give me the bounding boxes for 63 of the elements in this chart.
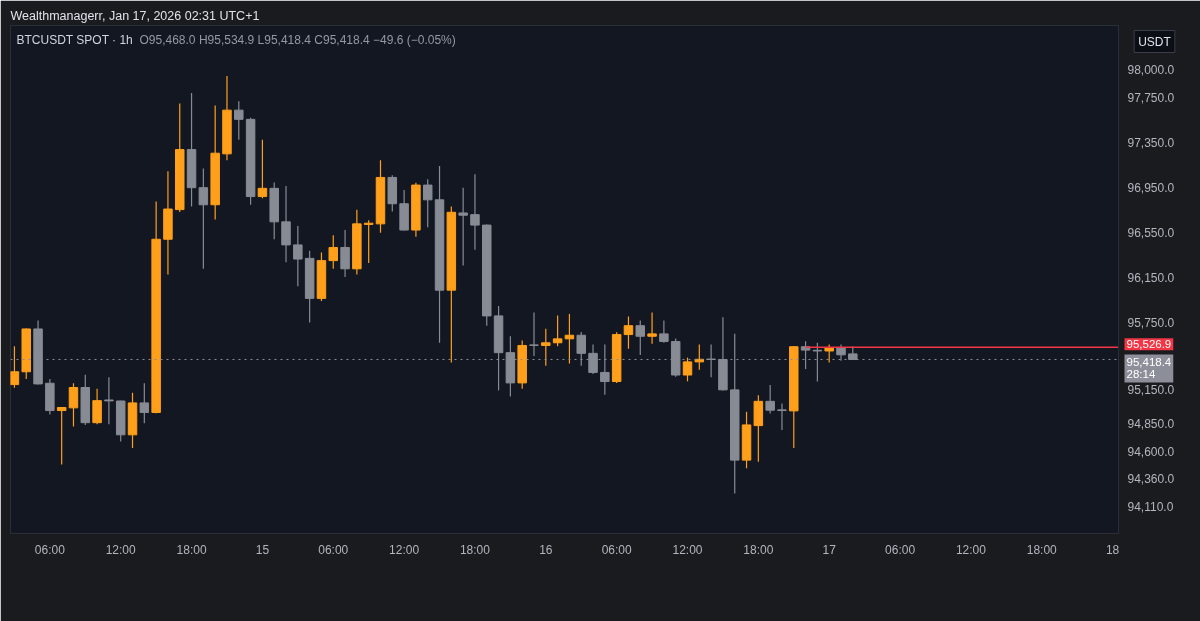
candlestick (529, 311, 539, 357)
data-label: 95,526.9 (1126, 338, 1172, 351)
x-tick-label: 12:00 (955, 542, 987, 557)
candlestick (68, 382, 79, 428)
candlestick (541, 328, 551, 367)
x-tick-label: 12:00 (105, 542, 137, 557)
y-tick-label: 94,360.0 (1127, 471, 1175, 486)
candlestick (92, 388, 102, 425)
candlestick (328, 234, 339, 270)
candlestick (647, 311, 657, 345)
x-tick-label: 12:00 (389, 542, 420, 557)
x-tick-label: 06:00 (34, 542, 66, 557)
candlestick (623, 315, 634, 350)
candlestick (694, 343, 705, 371)
x-tick-label: 17 (822, 542, 837, 557)
y-tick-label: 94,850.0 (1127, 416, 1175, 431)
x-tick-label: 15 (255, 542, 270, 557)
candlestick (56, 406, 67, 465)
candlestick (682, 357, 693, 382)
text: BTCUSDT SPOT · 1h (16, 32, 133, 47)
candlestick (422, 178, 433, 228)
x-tick-label: 06:00 (601, 542, 632, 557)
candlestick (293, 225, 303, 287)
y-tick-label: 96,150.0 (1127, 270, 1175, 285)
candlestick (104, 376, 114, 425)
y-tick-label: 96,950.0 (1127, 180, 1175, 195)
candlestick (470, 173, 480, 251)
x-tick-label: 12:00 (672, 542, 703, 557)
x-tick-label: 18:00 (176, 542, 207, 557)
candlestick (198, 167, 209, 270)
candlestick (281, 185, 291, 263)
candlestick (824, 343, 834, 364)
x-tick-label: 18:00 (459, 542, 491, 557)
x-tick-label: 16 (539, 542, 553, 557)
y-tick-label: 94,110.0 (1127, 500, 1174, 515)
candlestick (234, 100, 244, 141)
candlestick (10, 345, 20, 389)
y-tick-label: 96,550.0 (1127, 225, 1175, 240)
y-tick-label: 94,600.0 (1127, 444, 1175, 459)
candlestick (340, 229, 350, 278)
candlestick (659, 319, 669, 344)
candlestick (257, 139, 268, 199)
x-tick-label: 18:00 (743, 542, 774, 557)
x-tick-label: 18 (1105, 542, 1120, 557)
x-tick-label: 18:00 (1026, 542, 1058, 557)
text: Wealthmanagerr, Jan 17, 2026 02:31 UTC+1 (10, 8, 260, 23)
y-tick-label: 98,000.0 (1127, 62, 1175, 77)
ref-line-label: 95,418.4 28:14 (1126, 356, 1172, 381)
y-axis-title: USDT (1138, 34, 1172, 49)
candlestick (552, 314, 563, 347)
candlestick (458, 187, 468, 267)
candlestick (777, 402, 787, 431)
y-tick-label: 95,150.0 (1127, 383, 1175, 398)
x-tick-label: 06:00 (885, 542, 916, 557)
candlestick (139, 382, 150, 424)
candlestick (363, 219, 374, 264)
y-tick-label: 97,350.0 (1127, 135, 1175, 150)
x-tick-label: 06:00 (318, 542, 349, 557)
text: O95,468.0 H95,534.9 L95,418.4 C95,418.4 −49.6 (−0.05%) (139, 32, 456, 47)
candlestick (635, 319, 646, 356)
y-tick-label: 95,750.0 (1127, 315, 1175, 330)
y-tick-label: 97,750.0 (1127, 90, 1175, 105)
candlestick (765, 384, 775, 415)
